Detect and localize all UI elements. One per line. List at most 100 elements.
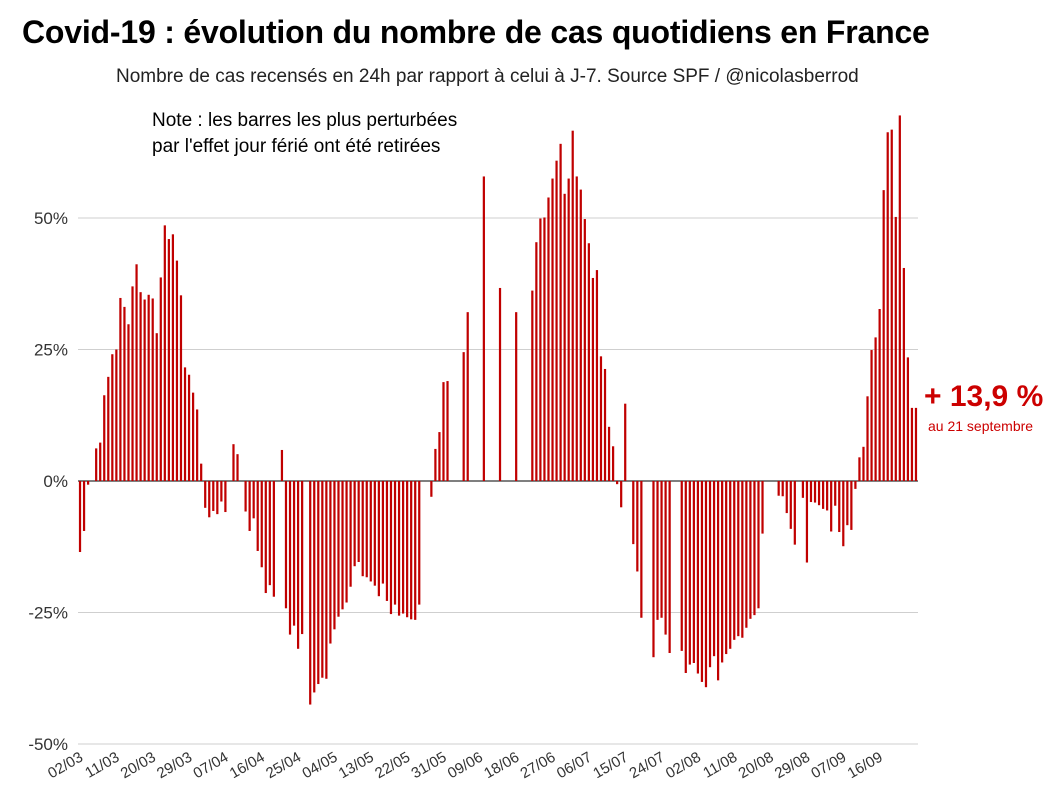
x-tick-label: 16/04 — [227, 749, 268, 782]
bar — [329, 481, 332, 644]
bar — [119, 297, 122, 481]
bar — [866, 396, 869, 481]
bar — [95, 448, 98, 481]
bar — [781, 481, 784, 497]
bar — [668, 481, 671, 654]
bar — [410, 481, 413, 620]
bar — [272, 481, 275, 597]
bar — [268, 481, 271, 586]
x-tick-label: 11/03 — [82, 749, 122, 782]
bar — [345, 481, 348, 603]
bar — [353, 481, 356, 567]
bar — [591, 277, 595, 481]
bar — [741, 481, 744, 638]
bar — [143, 299, 146, 481]
note-line-2: par l'effet jour férié ont été retirées — [152, 136, 441, 157]
bar — [349, 481, 352, 587]
bar — [296, 481, 300, 649]
bar — [264, 481, 267, 594]
bar — [684, 481, 687, 673]
bar — [809, 481, 813, 503]
bar — [333, 481, 336, 630]
x-tick-label: 09/06 — [445, 749, 486, 782]
bar — [82, 481, 86, 531]
bar — [696, 481, 700, 674]
bar — [801, 481, 805, 498]
bar — [115, 349, 118, 481]
bar — [216, 481, 219, 515]
bar — [716, 481, 720, 681]
bar — [531, 290, 534, 481]
bar — [599, 356, 603, 481]
bar — [886, 132, 889, 481]
bar — [385, 481, 389, 601]
y-tick-label: 0% — [43, 472, 68, 491]
bar — [640, 481, 643, 618]
bar — [393, 481, 397, 605]
bar — [575, 176, 578, 482]
bar — [842, 481, 845, 547]
bar — [260, 481, 263, 568]
bar — [704, 481, 708, 688]
bar — [660, 481, 663, 618]
bar — [107, 376, 110, 481]
bar — [652, 481, 655, 658]
bar — [131, 286, 134, 481]
x-tick-label: 16/09 — [845, 749, 886, 782]
x-tick-label: 06/07 — [554, 749, 595, 782]
bar — [733, 481, 736, 640]
gridlines — [78, 217, 918, 745]
bar — [123, 306, 126, 481]
bar — [680, 481, 683, 651]
bar — [191, 392, 195, 481]
bar — [127, 324, 130, 481]
bar — [341, 481, 344, 610]
bar — [220, 481, 223, 502]
y-tick-label: -25% — [28, 604, 68, 623]
bar — [292, 481, 296, 626]
bar — [224, 481, 227, 513]
x-tick-label: 29/08 — [772, 749, 813, 782]
bar — [208, 481, 211, 518]
x-tick-label: 22/05 — [372, 749, 413, 782]
bar — [858, 457, 861, 481]
bar — [761, 481, 764, 534]
bar — [910, 407, 914, 481]
bar — [616, 481, 619, 485]
bar — [321, 481, 324, 678]
bar — [288, 481, 292, 635]
bar — [284, 481, 288, 609]
bar — [721, 481, 724, 663]
y-tick-label: 50% — [34, 209, 68, 228]
bar — [377, 481, 380, 597]
bar — [656, 481, 659, 620]
bar — [874, 337, 877, 481]
x-tick-label: 07/09 — [808, 749, 849, 782]
bar — [708, 481, 712, 668]
bar — [482, 176, 485, 482]
bar — [543, 217, 546, 481]
bar — [636, 481, 639, 572]
chart-title: Covid-19 : évolution du nombre de cas qu… — [22, 14, 930, 50]
y-tick-label: 25% — [34, 341, 68, 360]
bar — [894, 216, 897, 481]
bar — [309, 481, 312, 705]
bar — [559, 143, 562, 482]
bar — [99, 442, 102, 481]
x-tick-label: 25/04 — [263, 749, 304, 782]
bar — [882, 190, 885, 481]
bar — [712, 481, 716, 657]
bar — [571, 130, 574, 481]
bar — [551, 178, 554, 482]
bar — [301, 481, 304, 635]
bar — [902, 267, 905, 481]
bar — [838, 481, 841, 533]
bar — [749, 481, 752, 619]
callout-date: au 21 septembre — [928, 418, 1034, 434]
bar — [397, 481, 401, 616]
callout-value: + 13,9 % — [924, 380, 1044, 413]
bar — [357, 481, 360, 563]
bar — [430, 481, 433, 497]
bar — [232, 444, 235, 481]
